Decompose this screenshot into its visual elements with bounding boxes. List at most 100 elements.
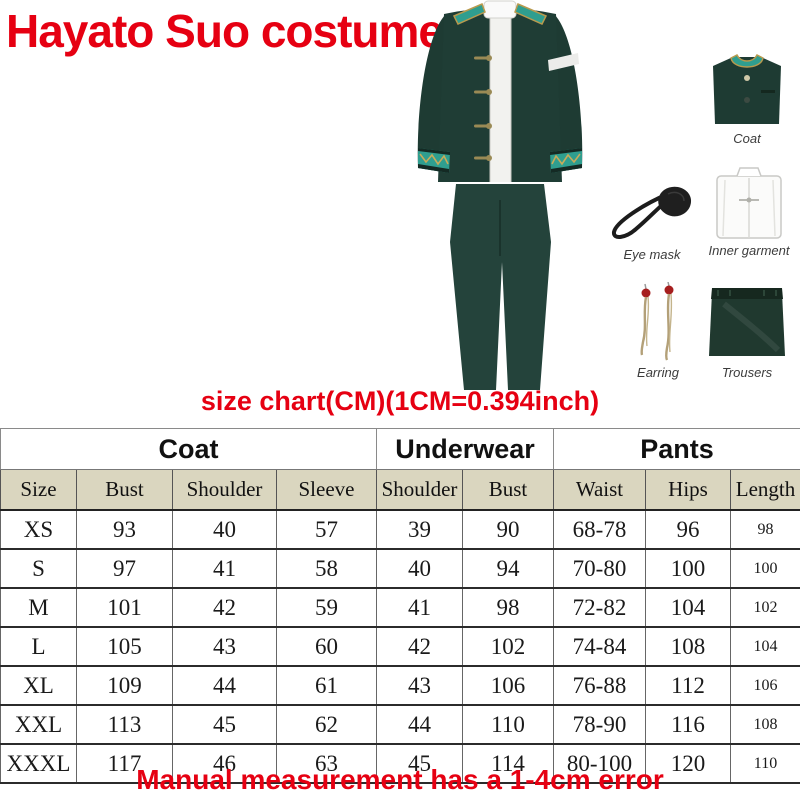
measurement-value: 112 [645,665,731,706]
column-group-pants: Pants [553,428,800,470]
earring-icon [640,282,674,361]
size-row-xxl: XXL 113 45 62 44 110 78-90 116 108 [0,704,800,745]
trousers-thumbnail: Trousers [702,284,792,380]
size-chart-heading: size chart(CM)(1CM=0.394inch) [200,386,600,416]
column-group-underwear: Underwear [376,428,554,470]
size-row-xl: XL 109 44 61 43 106 76-88 112 106 [0,665,800,706]
measurement-value: 108 [645,626,731,667]
size-row-xxxl: XXXL 117 46 63 45 114 80-100 120 110 [0,743,800,784]
measurement-value: 104 [730,626,800,667]
size-label: XS [0,509,77,550]
collar-trim-right [514,3,548,25]
measurement-value: 63 [276,743,377,784]
size-chart-table: Coat Underwear Pants Size Bust Shoulder Sleeve… [0,428,800,784]
measurement-value: 109 [76,665,173,706]
measurement-value: 41 [376,587,463,628]
costume-illustration [417,0,583,390]
size-row-l: L 105 43 60 42 102 74-84 108 104 [0,626,800,667]
size-chart-header: Coat Underwear Pants Size Bust Shoulder Sleeve… [0,428,800,511]
measurement-value: 45 [376,743,463,784]
measurement-value: 102 [730,587,800,628]
earring-thumbnail: Earring [628,282,688,380]
measurement-value: 78-90 [553,704,646,745]
column-header-shoulder: Shoulder [376,469,463,511]
measurement-value: 106 [730,665,800,706]
inner-garment-icon [716,167,782,239]
measurement-value: 42 [172,587,277,628]
costume-photo [378,0,622,392]
measurement-value: 68-78 [553,509,646,550]
column-header-shoulder: Shoulder [172,469,277,511]
measurement-value: 96 [645,509,731,550]
column-header-sleeve: Sleeve [276,469,377,511]
measurement-value: 114 [462,743,554,784]
measurement-value: 100 [730,548,800,589]
size-label: XXXL [0,743,77,784]
measurement-value: 61 [276,665,377,706]
measurement-value: 44 [376,704,463,745]
measurement-value: 72-82 [553,587,646,628]
eye-mask-thumbnail: Eye mask [602,182,702,262]
thumbnail-label: Inner garment [708,243,790,258]
pants-shape [450,184,551,390]
measurement-value: 98 [462,587,554,628]
cuff-right [550,148,582,173]
measurement-value: 108 [730,704,800,745]
measurement-value: 100 [645,548,731,589]
measurement-value: 39 [376,509,463,550]
measurement-value: 40 [376,548,463,589]
measurement-value: 90 [462,509,554,550]
measurement-value: 41 [172,548,277,589]
size-row-xs: XS 93 40 57 39 90 68-78 96 98 [0,509,800,550]
collar-trim-left [452,3,486,25]
cuff-left [418,148,450,173]
measurement-value: 106 [462,665,554,706]
measurement-value: 80-100 [553,743,646,784]
measurement-value: 76-88 [553,665,646,706]
measurement-value: 45 [172,704,277,745]
measurement-value: 102 [462,626,554,667]
measurement-value: 58 [276,548,377,589]
measurement-value: 120 [645,743,731,784]
measurement-note: Manual measurement has a 1-4cm error [136,764,664,795]
column-header-length: Length [730,469,800,511]
size-label: M [0,587,77,628]
measurement-value: 43 [376,665,463,706]
size-label: S [0,548,77,589]
measurement-value: 104 [645,587,731,628]
measurement-value: 98 [730,509,800,550]
measurement-value: 46 [172,743,277,784]
measurement-value: 43 [172,626,277,667]
measurement-value: 57 [276,509,377,550]
column-header-hips: Hips [645,469,731,511]
measurement-value: 70-80 [553,548,646,589]
measurement-value: 97 [76,548,173,589]
eye-mask-icon [612,186,692,239]
size-label: XXL [0,704,77,745]
measurement-value: 59 [276,587,377,628]
measurement-value: 42 [376,626,463,667]
size-row-m: M 101 42 59 41 98 72-82 104 102 [0,587,800,628]
measurement-value: 116 [645,704,731,745]
thumbnail-label: Coat [733,131,761,146]
thumbnail-label: Earring [637,365,679,380]
measurement-value: 105 [76,626,173,667]
size-label: XL [0,665,77,706]
column-header-size: Size [0,469,77,511]
column-header-waist: Waist [553,469,646,511]
column-header-bust: Bust [462,469,554,511]
measurement-value: 110 [462,704,554,745]
measurement-value: 113 [76,704,173,745]
coat-thumbnail: Coat [700,52,794,146]
measurement-value: 93 [76,509,173,550]
trousers-icon [709,288,785,356]
column-header-bust: Bust [76,469,173,511]
measurement-value: 117 [76,743,173,784]
page-title: Hayato Suo costume [6,5,444,57]
size-row-s: S 97 41 58 40 94 70-80 100 100 [0,548,800,589]
frog-buttons [474,55,492,161]
measurement-value: 60 [276,626,377,667]
size-label: L [0,626,77,667]
measurement-value: 94 [462,548,554,589]
